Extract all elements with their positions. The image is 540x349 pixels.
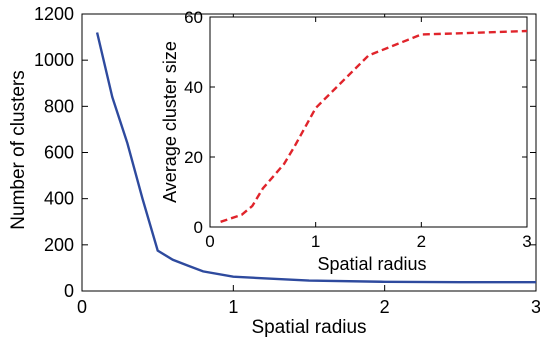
inset-y-axis-label: Average cluster size [160,41,180,203]
main-x-axis-label: Spatial radius [251,317,366,338]
main-y-tick-label: 200 [44,235,74,255]
main-y-tick-label: 1000 [34,50,74,70]
inset-plot-frame [209,16,528,228]
main-x-tick-label: 3 [531,297,540,317]
inset-chart: 0 1 2 3 0 20 40 60 Spatial radius Average clust… [160,8,532,274]
main-y-tick-label: 1200 [34,4,74,24]
inset-x-axis-label: Spatial radius [317,254,426,274]
main-y-axis-label: Number of clusters [8,70,29,229]
inset-background [210,17,527,227]
main-x-tick-label: 2 [380,297,390,317]
main-x-tick-label: 1 [228,297,238,317]
inset-x-tick-label: 0 [205,232,214,251]
main-y-tick-label: 400 [44,189,74,209]
inset-y-tick-label: 60 [184,8,203,27]
inset-y-tick-label: 0 [194,218,203,237]
inset-x-tick-label: 1 [311,232,320,251]
main-y-tick-label: 0 [64,281,74,301]
inset-x-tick-label: 2 [417,232,426,251]
inset-series-line [220,29,528,223]
main-x-tick-label: 0 [77,297,87,317]
inset-y-tick-label: 20 [184,148,203,167]
inset-y-tick-label: 40 [184,78,203,97]
main-y-tick-label: 600 [44,143,74,163]
main-series-line [95,32,536,284]
inset-ticks: 0 1 2 3 0 20 40 60 [184,8,532,251]
main-y-tick-label: 800 [44,96,74,116]
inset-x-tick-label: 3 [522,232,531,251]
